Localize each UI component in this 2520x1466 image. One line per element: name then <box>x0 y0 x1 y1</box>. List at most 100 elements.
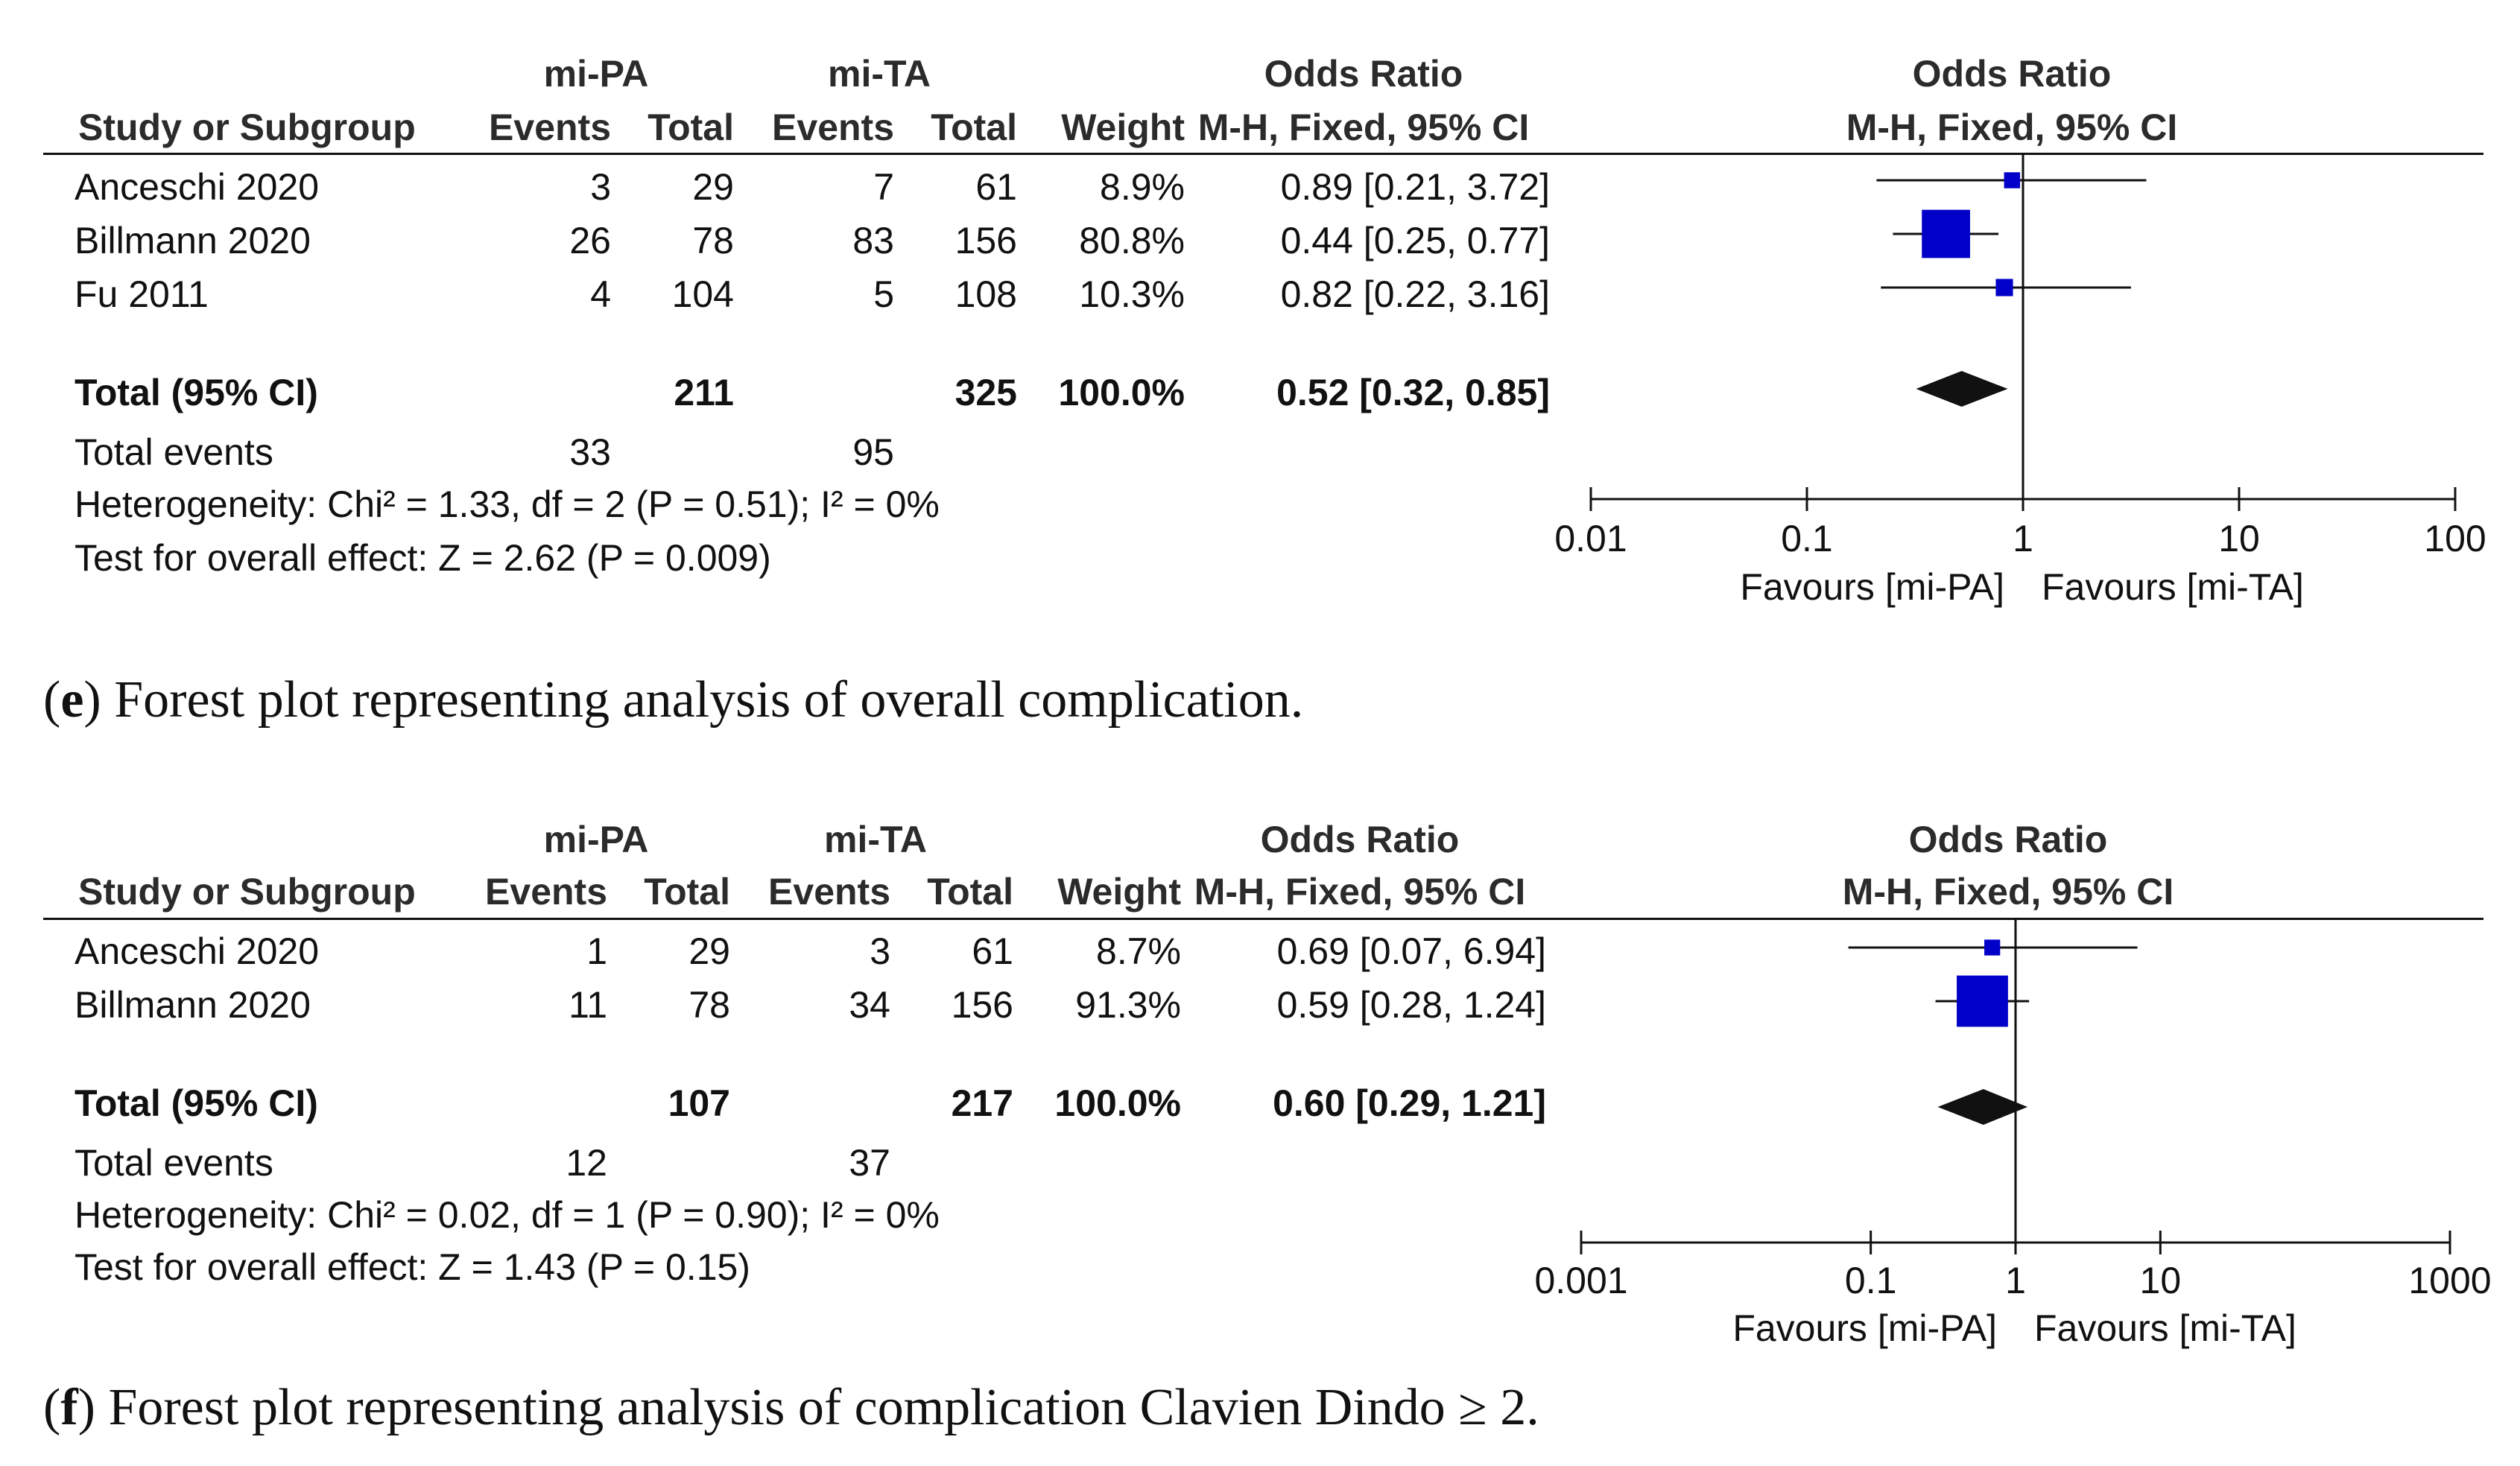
tick-label: 0.001 <box>1534 1260 1627 1301</box>
favours-right-label: Favours [mi-TA] <box>2034 1307 2296 1349</box>
pooled-diamond <box>1916 371 2008 407</box>
study-events1: 3 <box>590 166 611 208</box>
pooled-diamond <box>1937 1089 2028 1125</box>
caption-text: Forest plot representing analysis of ove… <box>101 671 1304 729</box>
favours-left-label: Favours [mi-PA] <box>1740 566 2004 608</box>
caption-e: (e) Forest plot representing analysis of… <box>43 671 1304 729</box>
total-ci: 0.60 [0.29, 1.21] <box>1273 1082 1546 1124</box>
study-events2: 83 <box>852 220 894 261</box>
study-marker <box>1984 939 2001 956</box>
method-header-right: M-H, Fixed, 95% CI <box>1846 107 2178 148</box>
total-events1: 12 <box>566 1142 607 1184</box>
tick-label: 0.1 <box>1781 518 1833 559</box>
total-weight: 100.0% <box>1058 372 1185 413</box>
tick-label: 1 <box>2005 1260 2026 1301</box>
total2-header: Total <box>927 871 1013 913</box>
caption-letter: f <box>60 1379 78 1436</box>
weight-header: Weight <box>1057 871 1181 913</box>
total1-header: Total <box>648 107 734 148</box>
study-events2: 3 <box>870 930 890 972</box>
total-n2: 325 <box>955 372 1017 413</box>
study-events1: 11 <box>569 984 607 1026</box>
study-ci: 0.82 [0.22, 3.16] <box>1280 273 1550 315</box>
favours-left-label: Favours [mi-PA] <box>1732 1307 1997 1349</box>
total-events-label: Total events <box>75 431 273 473</box>
method-header-left: M-H, Fixed, 95% CI <box>1197 107 1530 148</box>
total-events2: 37 <box>849 1142 890 1184</box>
odds-ratio-header-left: Odds Ratio <box>1264 53 1463 95</box>
study-weight: 8.9% <box>1100 166 1185 208</box>
study-total2: 156 <box>955 220 1017 261</box>
method-header-right: M-H, Fixed, 95% CI <box>1842 871 2174 913</box>
weight-header: Weight <box>1061 107 1185 148</box>
group2-header: mi-TA <box>824 819 927 860</box>
odds-ratio-header-right: Odds Ratio <box>1912 53 2112 95</box>
study-ci: 0.59 [0.28, 1.24] <box>1276 984 1546 1026</box>
events2-header: Events <box>768 871 890 913</box>
study-events2: 34 <box>849 984 890 1026</box>
study-ci: 0.44 [0.25, 0.77] <box>1280 220 1550 261</box>
tick-label: 0.1 <box>1845 1260 1897 1301</box>
overall-effect-text: Test for overall effect: Z = 1.43 (P = 0… <box>75 1246 750 1288</box>
header-rule <box>43 153 2483 155</box>
study-events1: 26 <box>569 220 611 261</box>
favours-right-label: Favours [mi-TA] <box>2042 566 2304 608</box>
total-label: Total (95% CI) <box>75 372 318 413</box>
study-events2: 7 <box>873 166 894 208</box>
study-weight: 10.3% <box>1079 273 1185 315</box>
heterogeneity-text: Heterogeneity: Chi² = 0.02, df = 1 (P = … <box>75 1194 940 1236</box>
study-ci: 0.89 [0.21, 3.72] <box>1280 166 1550 208</box>
study-weight: 91.3% <box>1075 984 1181 1026</box>
tick-label: 10 <box>2218 518 2260 559</box>
tick-label: 10 <box>2140 1260 2182 1301</box>
study-name: Fu 2011 <box>75 273 209 315</box>
study-total1: 78 <box>688 984 730 1026</box>
study-name: Anceschi 2020 <box>75 166 320 208</box>
odds-ratio-header-right: Odds Ratio <box>1908 819 2108 860</box>
total1-header: Total <box>644 871 730 913</box>
study-total2: 61 <box>972 930 1013 972</box>
study-total1: 29 <box>692 166 734 208</box>
total-label: Total (95% CI) <box>75 1082 318 1124</box>
tick-label: 1000 <box>2408 1260 2491 1301</box>
events2-header: Events <box>772 107 894 148</box>
study-name: Billmann 2020 <box>75 220 311 261</box>
study-column-header: Study or Subgroup <box>78 107 416 148</box>
study-total2: 61 <box>975 166 1017 208</box>
study-marker <box>2004 172 2021 188</box>
odds-ratio-header-left: Odds Ratio <box>1260 819 1460 860</box>
method-header-left: M-H, Fixed, 95% CI <box>1194 871 1526 913</box>
forest-plot-f: 0.001 0.1 1 10 1000 Favours [mi-PA] Favours [m… <box>1534 918 2492 1349</box>
study-name: Anceschi 2020 <box>75 930 320 972</box>
study-events1: 4 <box>590 273 611 315</box>
events1-header: Events <box>489 107 611 148</box>
group2-header: mi-TA <box>828 53 931 95</box>
caption-f: (f) Forest plot representing analysis of… <box>43 1379 1539 1436</box>
tick-label: 0.01 <box>1554 518 1627 559</box>
header-rule <box>43 918 2483 920</box>
study-events2: 5 <box>873 273 894 315</box>
total-events1: 33 <box>569 431 611 473</box>
total-n1: 107 <box>668 1082 730 1124</box>
study-weight: 80.8% <box>1079 220 1185 261</box>
caption-text: Forest plot representing analysis of com… <box>95 1379 1539 1436</box>
total-weight: 100.0% <box>1054 1082 1181 1124</box>
total-n1: 211 <box>674 372 734 413</box>
study-marker <box>1995 279 2013 296</box>
study-total1: 104 <box>671 273 734 315</box>
events1-header: Events <box>485 871 607 913</box>
study-column-header: Study or Subgroup <box>78 871 416 913</box>
caption-letter: e <box>60 671 84 729</box>
tick-label: 100 <box>2424 518 2486 559</box>
forest-plot-e: 0.01 0.1 1 10 100 Favours [mi-PA] Favours [mi-… <box>1554 153 2486 608</box>
tick-label: 1 <box>2013 518 2033 559</box>
study-marker <box>1957 975 2008 1027</box>
study-weight: 8.7% <box>1096 930 1181 972</box>
study-name: Billmann 2020 <box>75 984 311 1026</box>
group1-header: mi-PA <box>543 53 649 95</box>
heterogeneity-text: Heterogeneity: Chi² = 1.33, df = 2 (P = … <box>75 483 940 525</box>
study-total2: 156 <box>951 984 1013 1026</box>
total-ci: 0.52 [0.32, 0.85] <box>1276 372 1550 413</box>
study-events1: 1 <box>586 930 607 972</box>
group1-header: mi-PA <box>543 819 649 860</box>
